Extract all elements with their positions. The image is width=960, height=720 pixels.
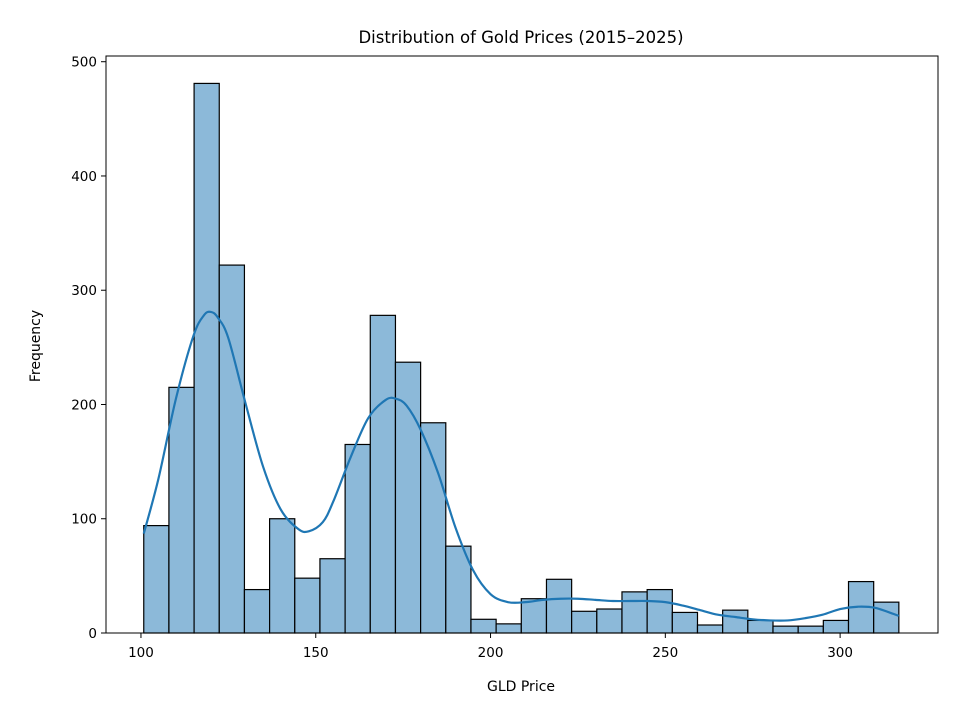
y-axis-ticks: 0 100 200 300 400 500 <box>71 55 106 642</box>
x-tick-label-100: 100 <box>128 645 154 661</box>
y-tick-label-0: 0 <box>88 626 97 642</box>
histogram-bar-16 <box>545 578 573 634</box>
y-axis-label: Frequency <box>28 310 44 382</box>
histogram-bar-27 <box>822 619 850 634</box>
histogram-bar-9 <box>369 314 397 634</box>
histogram-bar-6 <box>294 577 321 634</box>
histogram-bar-15 <box>520 598 548 634</box>
x-axis-ticks: 100 150 200 250 300 <box>128 633 853 661</box>
histogram-bar-21 <box>671 611 699 634</box>
histogram-bar-13 <box>470 618 497 634</box>
histogram-bar-0 <box>143 524 170 634</box>
kde-curve <box>142 310 900 622</box>
histogram-bar-11 <box>420 422 447 634</box>
histogram-bar-8 <box>344 443 371 634</box>
histogram-bar-5 <box>269 518 296 634</box>
histogram-bars <box>143 82 900 634</box>
y-tick-label-500: 500 <box>71 55 97 71</box>
x-tick-label-200: 200 <box>478 645 504 661</box>
y-tick-label-100: 100 <box>71 512 97 528</box>
y-tick-label-300: 300 <box>71 283 97 299</box>
histogram-bar-19 <box>621 591 648 634</box>
histogram-bar-29 <box>873 601 900 634</box>
histogram-bar-7 <box>319 558 346 634</box>
x-tick-label-250: 250 <box>652 645 678 661</box>
x-axis-label: GLD Price <box>487 679 555 695</box>
histogram-bar-23 <box>722 609 749 634</box>
x-tick-label-150: 150 <box>303 645 329 661</box>
histogram-bar-14 <box>495 623 522 634</box>
histogram-bar-26 <box>797 625 824 634</box>
histogram-bar-1 <box>168 386 195 634</box>
histogram-bar-25 <box>772 625 799 634</box>
histogram-bar-4 <box>243 588 271 634</box>
chart-title: Distribution of Gold Prices (2015–2025) <box>358 28 683 47</box>
histogram-bar-2 <box>193 82 220 634</box>
y-tick-label-200: 200 <box>71 397 97 413</box>
y-tick-label-400: 400 <box>71 169 97 185</box>
histogram-bar-24 <box>747 619 774 634</box>
x-tick-label-300: 300 <box>827 645 853 661</box>
histogram-bar-10 <box>394 361 422 634</box>
plot-area-frame <box>105 55 939 634</box>
histogram-bar-18 <box>596 608 623 634</box>
histogram-bar-3 <box>218 264 246 634</box>
histogram-bar-17 <box>571 610 598 634</box>
histogram-bar-20 <box>646 588 673 634</box>
histogram-bar-22 <box>696 624 724 634</box>
histogram-bar-12 <box>445 545 472 634</box>
